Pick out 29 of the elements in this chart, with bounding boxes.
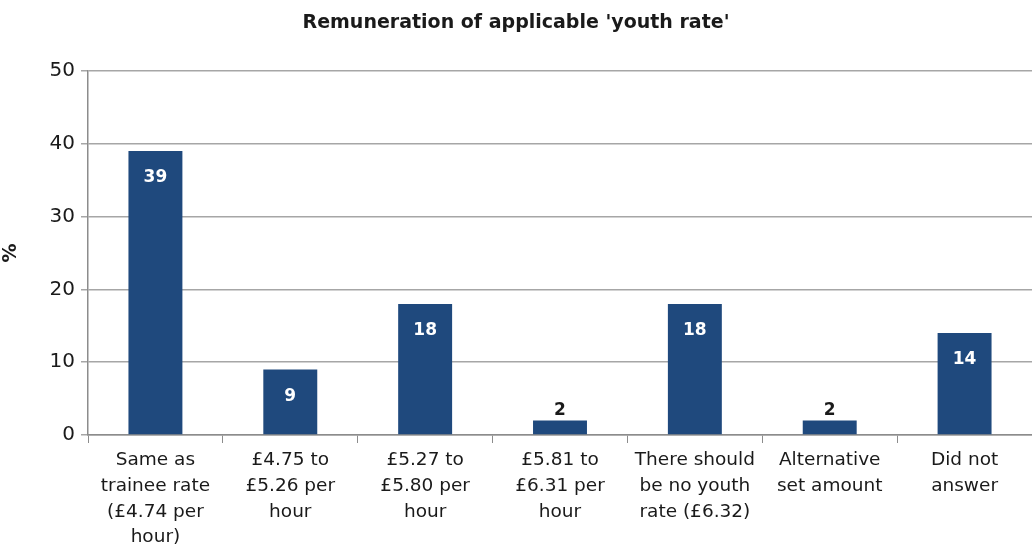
bar xyxy=(398,303,453,435)
bar xyxy=(937,333,992,435)
x-tick-label: There should be no youth rate (£6.32) xyxy=(633,447,755,521)
data-label: 18 xyxy=(413,319,437,340)
x-tick-label: £4.75 to £5.26 per hour xyxy=(245,447,336,521)
data-label: 14 xyxy=(952,348,977,369)
y-tick-label: 30 xyxy=(49,202,75,227)
data-label: 2 xyxy=(554,399,566,420)
x-tick-label: £5.27 to £5.80 per hour xyxy=(380,447,471,521)
y-tick-label: 20 xyxy=(49,275,75,300)
y-axis-title: % xyxy=(0,243,21,263)
bar xyxy=(263,369,318,435)
chart-title: Remuneration of applicable 'youth rate' xyxy=(302,10,730,33)
bar xyxy=(802,420,857,435)
bar xyxy=(667,303,722,435)
x-tick-label: £5.81 to £6.31 per hour xyxy=(515,447,606,521)
y-tick-label: 40 xyxy=(49,129,75,154)
bar xyxy=(128,150,183,435)
y-tick-label: 10 xyxy=(49,348,75,373)
bar xyxy=(533,420,587,435)
x-tick-label: Did not answer xyxy=(930,447,999,495)
y-tick-label: 0 xyxy=(62,421,75,446)
data-label: 9 xyxy=(284,384,297,405)
y-tick-label: 50 xyxy=(49,57,75,81)
x-tick-label: Alternative set amount xyxy=(776,447,883,495)
data-label: 18 xyxy=(683,319,707,340)
x-tick-label: Same as trainee rate (£4.74 per hour) xyxy=(100,447,211,547)
data-label: 39 xyxy=(143,166,168,187)
data-label: 2 xyxy=(823,399,836,420)
